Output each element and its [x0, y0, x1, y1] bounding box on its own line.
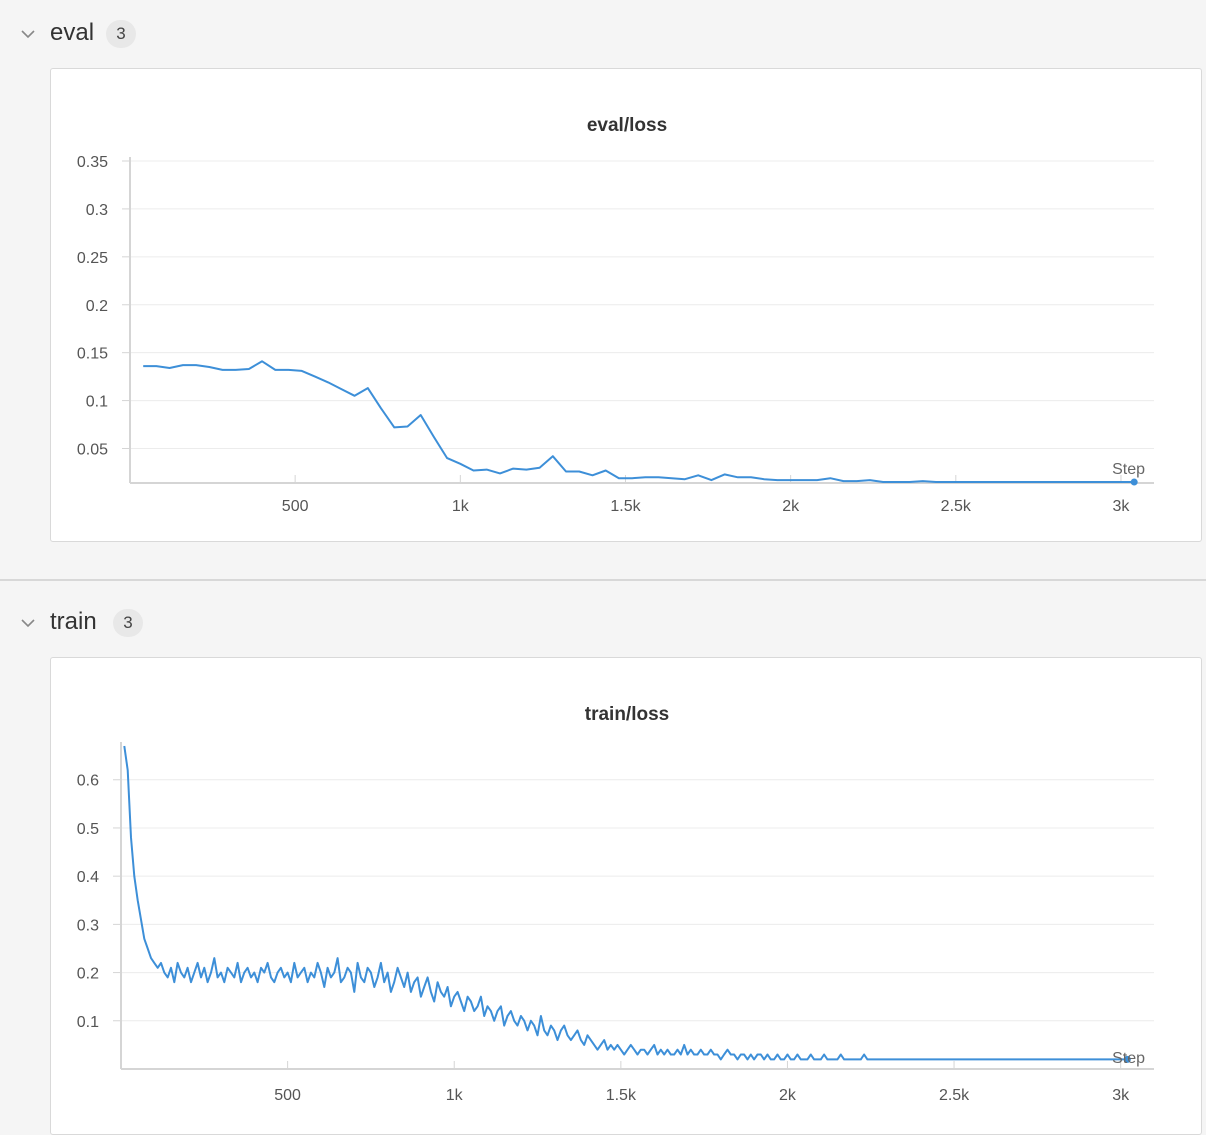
x-tick-label: 2.5k: [939, 1087, 970, 1104]
y-tick-label: 0.6: [77, 773, 99, 790]
section-divider: [0, 579, 1206, 581]
y-tick-label: 0.1: [86, 394, 108, 411]
chevron-down-icon[interactable]: [20, 26, 36, 42]
x-tick-label: 500: [274, 1087, 301, 1104]
x-tick-label: 2.5k: [941, 498, 972, 515]
chevron-down-icon[interactable]: [20, 615, 36, 631]
x-tick-label: 2k: [779, 1087, 797, 1104]
x-tick-label: 3k: [1113, 498, 1131, 515]
section-header-train[interactable]: train 3: [0, 603, 1206, 643]
x-tick-label: 1.5k: [606, 1087, 637, 1104]
section-title: train: [50, 608, 97, 635]
y-tick-label: 0.35: [77, 154, 108, 171]
x-axis-label: Step: [1112, 1050, 1145, 1067]
y-tick-label: 0.2: [86, 298, 108, 315]
y-tick-label: 0.05: [77, 442, 108, 459]
x-tick-label: 500: [282, 498, 309, 515]
line-chart[interactable]: train/loss 0.1 0.2 0.3 0.4 0.5 0.6 500 1k 1.5k 2k 2…: [51, 658, 1201, 1135]
y-tick-label: 0.25: [77, 250, 108, 267]
x-tick-label: 1.5k: [610, 498, 641, 515]
chart-title: eval/loss: [587, 115, 667, 136]
y-tick-label: 0.3: [86, 202, 108, 219]
y-tick-label: 0.4: [77, 869, 99, 886]
line-chart[interactable]: eval/loss 0.05 0.1 0.15 0.2 0.25 0.3 0.35 500 1k 1…: [51, 69, 1201, 541]
section-header-eval[interactable]: eval 3: [0, 14, 1206, 54]
series-line: [143, 360, 1135, 483]
chart-panel-eval-loss[interactable]: eval/loss 0.05 0.1 0.15 0.2 0.25 0.3 0.35 500 1k 1…: [50, 68, 1202, 542]
section-title: eval: [50, 19, 95, 46]
y-tick-label: 0.5: [77, 821, 99, 838]
x-tick-label: 3k: [1112, 1087, 1130, 1104]
y-tick-label: 0.1: [77, 1014, 99, 1031]
last-point-marker: [1130, 478, 1138, 486]
x-tick-label: 1k: [446, 1087, 464, 1104]
x-axis-label: Step: [1112, 461, 1145, 478]
y-tick-label: 0.15: [77, 346, 108, 363]
chart-title: train/loss: [585, 704, 669, 725]
chart-panel-train-loss[interactable]: train/loss 0.1 0.2 0.3 0.4 0.5 0.6 500 1k 1.5k 2k 2…: [50, 657, 1202, 1135]
x-tick-label: 1k: [452, 498, 470, 515]
y-tick-label: 0.3: [77, 917, 99, 934]
last-point-marker: [1123, 1055, 1131, 1063]
y-tick-label: 0.2: [77, 966, 99, 983]
series-line: [123, 745, 1128, 1061]
section-count-badge: 3: [113, 609, 143, 637]
x-tick-label: 2k: [782, 498, 800, 515]
section-count-badge: 3: [106, 20, 136, 48]
